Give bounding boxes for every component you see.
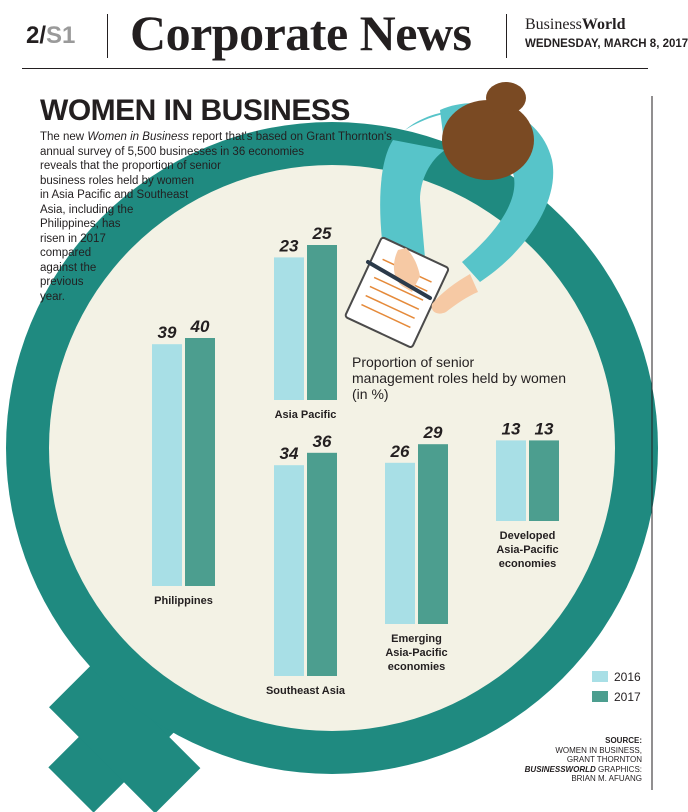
story-title: WOMEN IN BUSINESS [40,94,350,127]
header-divider [107,14,108,58]
chart-title: Proportion of senior management roles hel… [352,354,566,402]
bar-2017 [185,338,215,586]
intro-line: against the [40,261,97,274]
bar-value-label: 36 [313,432,332,451]
story-intro: The new Women in Business report that's … [40,130,392,304]
intro-line: reveals that the proportion of senior [40,160,221,172]
intro-line: in Asia Pacific and Southeast [40,189,189,201]
chart-background [49,165,615,731]
bar-value-label: 29 [423,423,443,442]
bar-2016 [274,257,304,400]
header-divider [506,14,507,58]
bar-2016 [152,344,182,586]
masthead: Corporate News [130,5,472,61]
category-label: Asia Pacific [275,409,337,421]
bar-2017 [307,245,337,400]
bar-value-label: 13 [535,419,554,438]
bar-2017 [529,440,559,521]
page-number: 2/S1 [26,22,76,49]
legend-label: 2017 [614,690,641,704]
issue-date: WEDNESDAY, MARCH 8, 2017 [525,38,688,50]
chart-title-line: Proportion of senior [352,354,475,370]
section-label: S1 [46,22,76,49]
source-line: GRANT THORNTON [566,755,642,764]
intro-line: year. [40,290,65,303]
intro-line: The new Women in Business report that's … [40,131,392,143]
intro-line: compared [40,247,92,259]
bar-2017 [418,444,448,624]
bar-2016 [496,440,526,521]
category-label: economies [388,661,445,673]
bar-value-label: 25 [312,224,332,243]
intro-line: business roles held by women [40,174,195,187]
category-label: economies [499,558,556,570]
legend-label: 2016 [614,670,641,684]
category-label: Asia-Pacific [385,647,447,659]
bar-value-label: 40 [190,317,210,336]
chart-legend: 2016 2017 [592,670,641,704]
legend-swatch [592,671,608,682]
bar-value-label: 13 [502,419,521,438]
category-label: Philippines [154,595,213,607]
bar-value-label: 26 [390,442,410,461]
publication-brand: BusinessWorld [525,16,626,33]
source-line: SOURCE: [605,736,642,745]
category-label: Southeast Asia [266,685,346,697]
legend-swatch [592,691,608,702]
bar-value-label: 23 [279,236,299,255]
page-header: 2/S1 Corporate News BusinessWorld WEDNES… [0,0,688,70]
source-line: BRIAN M. AFUANG [571,774,642,783]
intro-line: previous [40,276,84,288]
bar-2016 [385,462,415,624]
category-label: Developed [500,530,556,542]
bar-chart: 39 40 Philippines 23 25 Asia Pacific 34 36 South… [152,224,559,697]
pen-icon [366,260,432,300]
source-line: WOMEN IN BUSINESS, [555,745,642,755]
category-label: Emerging [391,633,442,645]
businesswoman-illustration [344,82,554,348]
header-rule [22,68,648,69]
bar-2016 [274,465,304,676]
source-line: BUSINESSWORLD GRAPHICS: [524,764,642,774]
bar-2017 [307,452,337,676]
chart-title-line: (in %) [352,386,389,402]
intro-line: Philippines, has [40,218,121,230]
intro-line: Asia, including the [40,203,134,216]
intro-line: risen in 2017 [40,232,106,245]
bar-value-label: 39 [158,323,177,342]
intro-line: annual survey of 5,500 businesses in 36 … [40,145,305,158]
bar-value-label: 34 [280,444,299,463]
source-credit: SOURCE: WOMEN IN BUSINESS, GRANT THORNTON B… [525,736,642,784]
category-label: Asia-Pacific [496,544,558,556]
chart-title-line: management roles held by women [352,370,567,386]
